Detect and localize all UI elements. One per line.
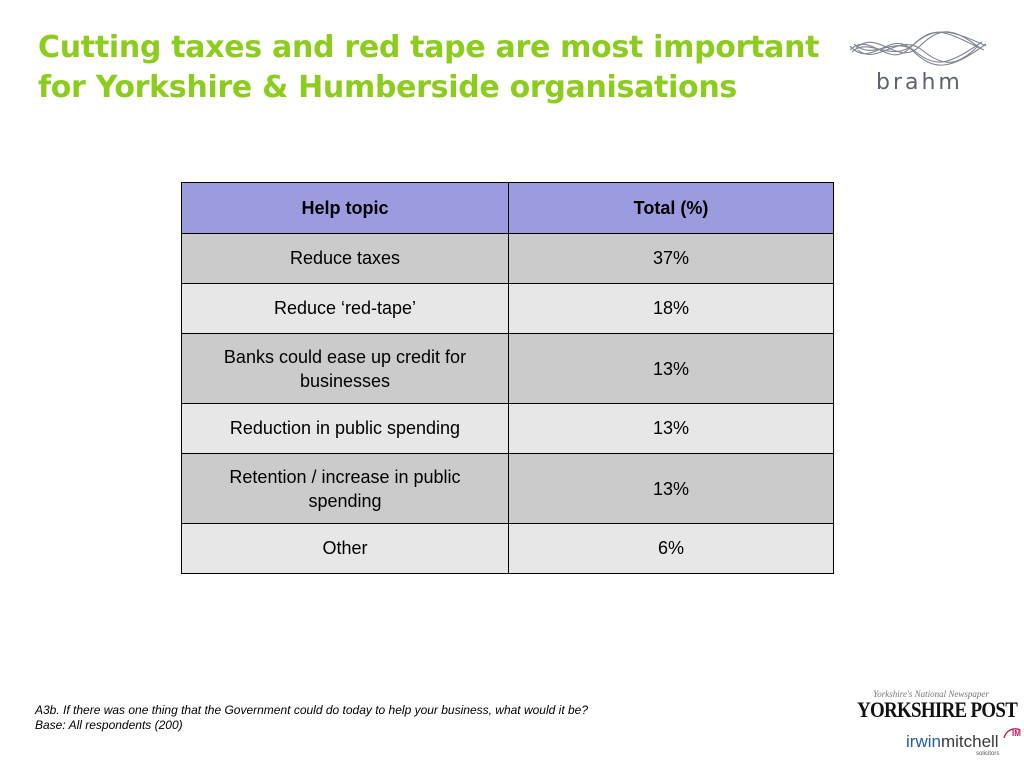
total-cell: 18% [508,283,834,334]
slide-title-line-2: for Yorkshire & Humberside organisations [38,70,737,105]
total-cell: 37% [508,233,834,284]
brahm-logo: brahm [848,26,988,98]
footnote: A3b. If there was one thing that the Gov… [35,703,588,733]
yorkshire-post-tagline: Yorkshire's National Newspaper [873,689,989,699]
help-topic-cell: Retention / increase in public spending [181,453,509,524]
brahm-wordmark: brahm [876,70,963,95]
help-topic-cell: Banks could ease up credit for businesse… [181,333,509,404]
yorkshire-post-logo: Yorkshire's National Newspaper YORKSHIRE… [845,689,1018,722]
help-topic-cell: Other [181,523,509,574]
irwin-mitchell-wordmark-irwin: irwin [906,732,941,751]
table-row: Reduce taxes 37% [181,233,834,284]
irwin-mitchell-arc-icon [1003,728,1021,739]
irwin-mitchell-subtitle: solicitors [976,751,1000,757]
column-header-help-topic: Help topic [181,182,509,234]
help-topic-table: Help topic Total (%) Reduce taxes 37% Re… [181,182,834,574]
total-cell: 13% [508,333,834,404]
irwin-mitchell-wordmark-mitchell: mitchell [940,732,999,751]
total-cell: 13% [508,403,834,454]
yorkshire-post-wordmark: YORKSHIRE POST [857,697,1018,722]
table-row: Reduce ‘red-tape’ 18% [181,283,834,334]
irwin-mitchell-wordmark: irwinmitchell [906,733,1018,751]
total-cell: 6% [508,523,834,574]
help-topic-cell: Reduction in public spending [181,403,509,454]
slide-title-line-1: Cutting taxes and red tape are most impo… [38,30,820,65]
table-row: Reduction in public spending 13% [181,403,834,454]
table-header-row: Help topic Total (%) [181,182,834,234]
footnote-base: Base: All respondents (200) [35,718,183,732]
table-row: Banks could ease up credit for businesse… [181,333,834,404]
irwin-mitchell-logo: IM irwinmitchell solicitors [906,728,1021,758]
column-header-total: Total (%) [508,182,834,234]
table-row: Retention / increase in public spending … [181,453,834,524]
brahm-wave-icon [849,31,987,66]
total-cell: 13% [508,453,834,524]
slide-title: Cutting taxes and red tape are most impo… [38,28,838,108]
help-topic-cell: Reduce ‘red-tape’ [181,283,509,334]
footnote-question: A3b. If there was one thing that the Gov… [35,703,589,717]
table-row: Other 6% [181,523,834,574]
irwin-mitchell-badge: IM [1012,729,1021,738]
help-topic-cell: Reduce taxes [181,233,509,284]
